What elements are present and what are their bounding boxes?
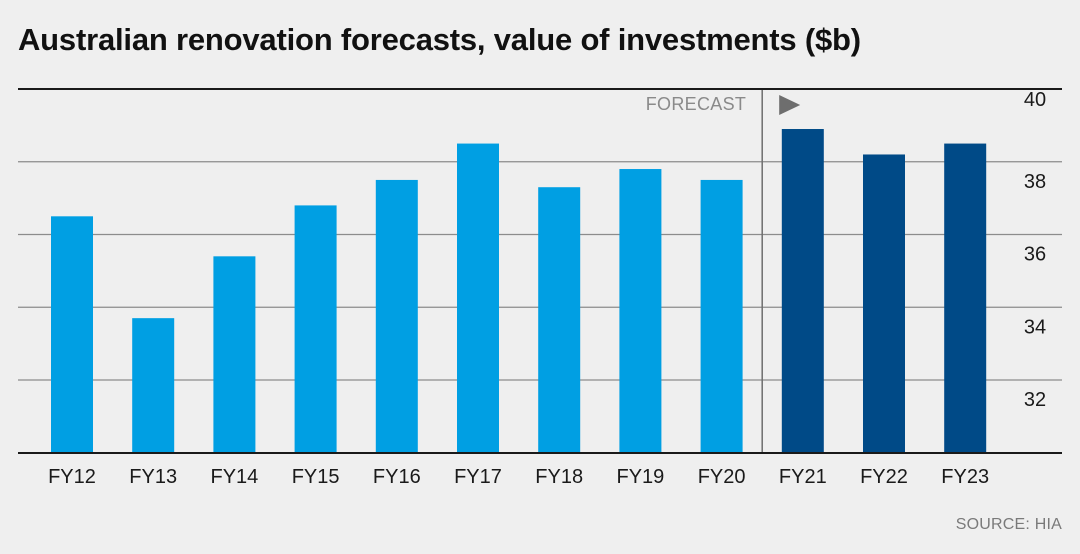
x-tick-label: FY17 <box>454 466 502 488</box>
forecast-arrow-icon <box>779 95 801 115</box>
bar <box>213 256 256 453</box>
x-tick-label: FY13 <box>129 466 177 488</box>
x-tick-label: FY23 <box>941 466 989 488</box>
labels: 32 34 36 38 40 FY12 FY13 FY14 FY15 FY16 FY17 FY18 FY… <box>48 89 1046 488</box>
bar <box>700 179 743 453</box>
bars <box>51 129 987 453</box>
x-tick-label: FY20 <box>698 466 746 488</box>
x-tick-label: FY22 <box>860 466 908 488</box>
forecast-bar <box>863 154 905 453</box>
forecast-bar <box>781 129 824 453</box>
x-tick-label: FY19 <box>616 466 664 488</box>
bar <box>538 187 581 453</box>
bar <box>457 143 499 453</box>
x-tick-label: FY18 <box>535 466 583 488</box>
forecast-bar <box>944 143 987 453</box>
bar <box>375 179 418 453</box>
x-tick-label: FY12 <box>48 466 96 488</box>
bar <box>51 216 93 453</box>
y-tick-label: 40 <box>1024 89 1046 111</box>
bar <box>294 205 337 453</box>
y-tick-label: 34 <box>1024 316 1046 338</box>
bar <box>132 318 175 453</box>
y-tick-label: 32 <box>1024 389 1046 411</box>
y-tick-label: 36 <box>1024 244 1046 266</box>
chart-title: Australian renovation forecasts, value o… <box>18 22 861 57</box>
source-note: SOURCE: HIA <box>955 516 1062 533</box>
x-tick-label: FY16 <box>373 466 421 488</box>
y-tick-label: 38 <box>1024 171 1046 193</box>
x-tick-label: FY21 <box>779 466 827 488</box>
forecast-label: FORECAST <box>646 94 746 114</box>
x-tick-label: FY15 <box>292 466 340 488</box>
bar <box>619 169 662 453</box>
x-tick-label: FY14 <box>210 466 258 488</box>
forecast-divider-group <box>761 89 801 453</box>
axes <box>18 88 1062 454</box>
